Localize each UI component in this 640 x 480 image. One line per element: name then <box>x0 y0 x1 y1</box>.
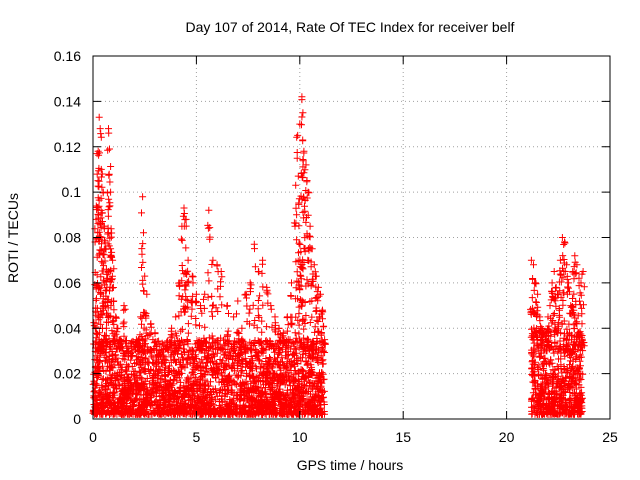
x-tick-label: 10 <box>292 429 308 445</box>
y-tick-label: 0.1 <box>62 184 82 200</box>
x-axis-label: GPS time / hours <box>297 457 404 473</box>
y-tick-label: 0.02 <box>54 366 81 382</box>
y-tick-label: 0.16 <box>54 48 81 64</box>
y-tick-label: 0.12 <box>54 139 81 155</box>
y-tick-label: 0.14 <box>54 93 81 109</box>
x-tick-label: 0 <box>89 429 97 445</box>
chart-title: Day 107 of 2014, Rate Of TEC Index for r… <box>186 19 515 35</box>
y-tick-label: 0.08 <box>54 230 81 246</box>
x-tick-label: 20 <box>499 429 515 445</box>
y-tick-label: 0.04 <box>54 320 81 336</box>
y-tick-label: 0.06 <box>54 275 81 291</box>
roti-markers <box>89 93 588 418</box>
data-points <box>89 93 588 418</box>
y-tick-label: 0 <box>73 411 81 427</box>
axis-ticks: 0 0.02 0.04 0.06 0.08 0.1 0.12 0.14 0.16 0 5 10 15 20… <box>54 48 618 445</box>
x-tick-label: 15 <box>395 429 411 445</box>
y-axis-label: ROTI / TECUs <box>5 193 21 283</box>
x-tick-label: 5 <box>193 429 201 445</box>
x-tick-label: 25 <box>602 429 618 445</box>
